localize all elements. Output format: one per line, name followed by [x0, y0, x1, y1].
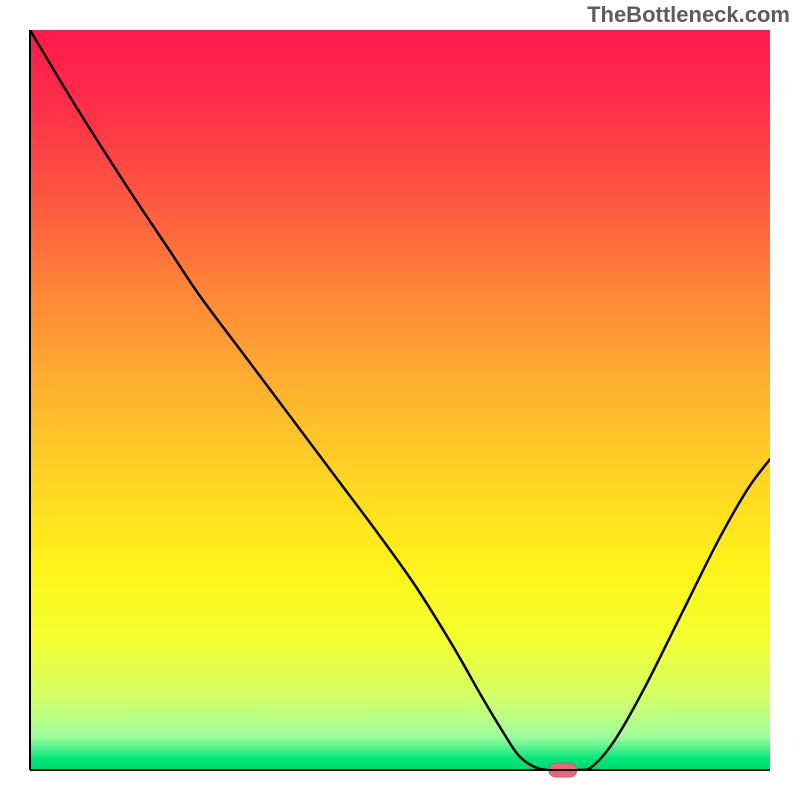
watermark-text: TheBottleneck.com	[587, 2, 790, 28]
chart-svg	[0, 0, 800, 800]
bottleneck-chart: TheBottleneck.com	[0, 0, 800, 800]
